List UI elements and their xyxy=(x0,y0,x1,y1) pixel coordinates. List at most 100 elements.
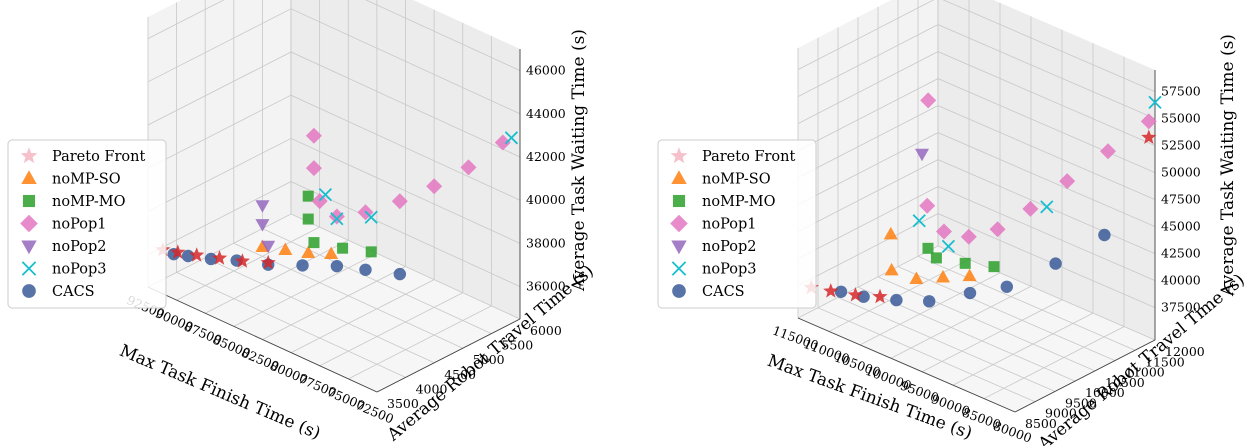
z-gridline xyxy=(147,51,521,158)
series-nopop3 xyxy=(318,131,519,226)
data-point xyxy=(234,253,250,268)
y-tick-label: 4500 xyxy=(444,367,476,382)
legend-marker xyxy=(22,194,36,208)
data-point xyxy=(959,257,971,269)
legend-label: noPop3 xyxy=(702,262,756,278)
z-tick-label: 40000 xyxy=(526,192,566,207)
z-gridline xyxy=(797,105,1156,200)
z-tick-label: 50000 xyxy=(1161,165,1201,180)
series-nopop3 xyxy=(912,95,1162,253)
data-point xyxy=(324,246,339,260)
data-point xyxy=(890,293,903,307)
y-gridline xyxy=(176,2,406,378)
chart-left: 9250090000875008500082500800007750075000… xyxy=(7,0,598,446)
data-point xyxy=(211,250,228,265)
legend-marker xyxy=(20,214,38,233)
y-gridline xyxy=(917,0,1136,351)
legend-box xyxy=(7,139,167,309)
data-point xyxy=(460,159,477,176)
data-point xyxy=(919,197,936,214)
legend-marker xyxy=(670,214,688,233)
data-point xyxy=(988,261,1000,273)
series-nopop2 xyxy=(255,200,276,254)
legend-label: noPop3 xyxy=(52,262,106,278)
data-point xyxy=(912,214,926,228)
series-nopop2 xyxy=(915,148,929,162)
data-point xyxy=(504,131,519,145)
data-point xyxy=(962,268,977,282)
data-point xyxy=(426,178,443,195)
data-point xyxy=(364,210,378,224)
legend-marker xyxy=(21,170,37,184)
legend-marker xyxy=(670,147,688,164)
data-point xyxy=(337,242,349,254)
legend-label: noMP-SO xyxy=(52,172,121,188)
data-point xyxy=(1040,200,1054,214)
data-point xyxy=(278,242,293,256)
z-gridline xyxy=(797,24,1156,119)
data-point xyxy=(318,187,333,202)
z-tick-label: 57500 xyxy=(1161,84,1201,99)
z-gridline xyxy=(797,186,1156,281)
series-nomp-so xyxy=(883,226,977,284)
chart-right: 1150001100001050001000009500090000850008… xyxy=(657,0,1249,446)
data-point xyxy=(302,213,314,225)
data-point xyxy=(922,242,934,254)
data-point xyxy=(920,92,937,109)
z-tick-label: 37500 xyxy=(1161,300,1201,315)
y-tick-label: 12000 xyxy=(1165,344,1205,359)
z-gridline xyxy=(147,0,521,71)
z-tick-label: 42000 xyxy=(526,149,566,164)
data-point xyxy=(261,240,276,254)
z-gridline xyxy=(147,8,521,115)
z-tick-label: 47500 xyxy=(1161,192,1201,207)
data-point xyxy=(296,259,309,272)
data-point xyxy=(1098,228,1111,242)
data-point xyxy=(923,295,936,308)
z-tick-label: 42500 xyxy=(1161,246,1201,261)
legend-label: noMP-MO xyxy=(702,194,776,210)
data-point xyxy=(960,228,977,245)
data-point xyxy=(393,267,407,281)
data-point xyxy=(1000,280,1013,293)
data-point xyxy=(302,190,314,202)
data-point xyxy=(330,212,344,226)
data-point xyxy=(847,287,863,302)
legend-label: noMP-MO xyxy=(52,194,126,210)
z-gridline xyxy=(797,0,1156,92)
z-gridline xyxy=(797,132,1156,227)
y-axis-line xyxy=(1014,339,1156,413)
z-tick-label: 40000 xyxy=(1161,273,1201,288)
data-point xyxy=(170,244,186,259)
right-back-pane xyxy=(938,0,1155,340)
data-point xyxy=(872,288,888,304)
data-point xyxy=(365,246,377,258)
y-tick-label: 11000 xyxy=(1125,365,1165,380)
y-tick-label: 10000 xyxy=(1085,385,1125,400)
data-point xyxy=(1022,200,1039,217)
y-axis-line xyxy=(376,318,521,393)
data-point xyxy=(305,160,322,177)
legend-box xyxy=(657,139,817,309)
z-gridline xyxy=(147,137,521,244)
data-point xyxy=(884,262,899,276)
data-point xyxy=(936,270,950,283)
data-point xyxy=(1141,129,1157,144)
y-tick-label: 9500 xyxy=(1065,395,1097,410)
x-axis-label: Max Task Finish Time (s) xyxy=(117,341,324,444)
data-point xyxy=(494,134,511,151)
x-axis-line xyxy=(147,286,378,393)
legend-label: CACS xyxy=(702,284,745,300)
floor-pane xyxy=(798,246,1155,412)
y-tick-label: 10500 xyxy=(1105,375,1145,390)
data-point xyxy=(308,237,320,249)
y-tick-label: 3500 xyxy=(387,396,419,411)
z-tick-label: 44000 xyxy=(526,106,566,121)
legend-label: Pareto Front xyxy=(52,149,145,165)
data-point xyxy=(1140,113,1157,130)
data-point xyxy=(1059,173,1076,190)
z-tick-label: 36000 xyxy=(526,279,566,294)
data-points xyxy=(155,127,519,281)
data-point xyxy=(1049,257,1062,270)
